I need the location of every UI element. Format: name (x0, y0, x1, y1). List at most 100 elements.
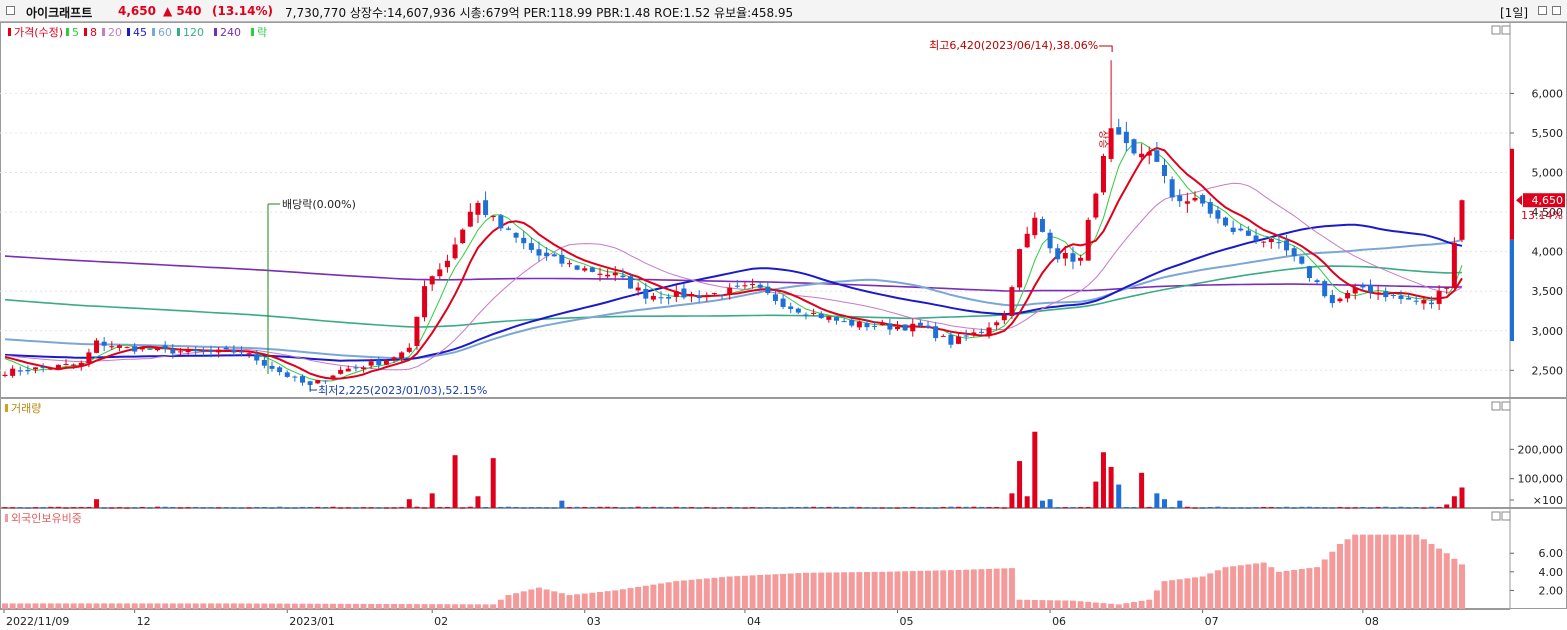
volume-bar (238, 507, 244, 509)
foreign-bar (581, 593, 588, 609)
foreign-bar (1321, 559, 1328, 609)
volume-bar (1070, 507, 1076, 509)
volume-bar (1085, 507, 1091, 509)
candle-body (1116, 127, 1122, 135)
price-range-down (1510, 239, 1514, 342)
foreign-bar (345, 603, 352, 609)
legend-swatch (127, 28, 130, 36)
candle-body (872, 325, 878, 327)
volume-bar (254, 507, 260, 509)
volume-bar (719, 507, 725, 509)
legend-item: 60 (158, 26, 172, 39)
candle-body (284, 372, 290, 377)
foreign-bar (1054, 600, 1061, 609)
panel-restore-icon[interactable] (1491, 25, 1501, 35)
foreign-bar (543, 589, 550, 609)
panel-close-icon[interactable] (1501, 25, 1511, 35)
volume-bar (1352, 507, 1358, 509)
volume-bar (849, 506, 855, 508)
volume-bar (490, 458, 496, 508)
volume-bar (277, 506, 283, 508)
foreign-bar (398, 604, 405, 609)
candle-body (719, 294, 725, 296)
volume-bar (132, 507, 138, 509)
volume-bar (925, 507, 931, 509)
foreign-bar (642, 585, 649, 609)
panel-restore-icon[interactable] (1491, 401, 1501, 411)
candle-body (475, 202, 481, 215)
foreign-bar (1230, 566, 1237, 609)
candle-body (833, 317, 839, 321)
candle-body (1322, 281, 1328, 297)
candle-body (101, 341, 107, 346)
legend-swatch (5, 514, 8, 522)
candle-body (1383, 291, 1389, 298)
foreign-bar (1077, 601, 1084, 609)
volume-bar (109, 507, 115, 509)
volume-bar (1390, 507, 1396, 509)
foreign-bar (1130, 602, 1137, 609)
candle-body (963, 335, 969, 337)
price-tick-label: 3,000 (1532, 325, 1564, 338)
volume-bar (223, 507, 229, 509)
candle-body (391, 357, 397, 360)
candle-body (589, 267, 595, 272)
panel-close-icon[interactable] (1501, 401, 1511, 411)
foreign-bar (330, 603, 337, 609)
candle-body (986, 327, 992, 335)
foreign-bar (93, 603, 100, 609)
volume-bar (338, 507, 344, 509)
panel-close-icon[interactable] (1501, 511, 1511, 521)
volume-tick-label: 100,000 (1518, 473, 1564, 486)
stock-chart[interactable]: 2,500 3,000 3,500 4,000 4,500 5,000 5,500 6,000… (0, 22, 1567, 630)
foreign-bar (886, 571, 893, 609)
foreign-bar (215, 603, 222, 609)
foreign-bar (1146, 599, 1153, 609)
candle-body (1039, 219, 1045, 232)
foreign-bar (757, 574, 764, 609)
candle-body (1413, 300, 1419, 302)
restore-icon[interactable] (1538, 6, 1547, 15)
candle-body (498, 215, 504, 229)
candle-body (788, 306, 794, 309)
panel-restore-icon[interactable] (1491, 511, 1501, 521)
volume-bar (1337, 506, 1343, 508)
volume-bar (498, 506, 504, 508)
candle-body (406, 347, 412, 352)
foreign-bar (833, 572, 840, 609)
candle-body (300, 376, 306, 383)
foreign-bar (1390, 534, 1397, 609)
candle-body (1375, 292, 1381, 294)
candle-body (1207, 202, 1213, 214)
volume-bar (231, 507, 237, 509)
foreign-bar (932, 570, 939, 609)
foreign-bar (307, 603, 314, 609)
volume-bar (605, 506, 611, 508)
volume-bar (933, 507, 939, 509)
candle-body (361, 367, 367, 370)
foreign-bar (863, 572, 870, 609)
candle-body (483, 200, 489, 215)
stock-stats: 7,730,770 상장수:14,607,936 시총:679억 PER:118… (285, 6, 794, 20)
candle-body (10, 368, 16, 376)
foreign-bar (1222, 567, 1229, 609)
volume-bar (330, 506, 336, 508)
checkbox-icon[interactable] (6, 6, 15, 15)
current-price: 4,650 (118, 4, 156, 18)
foreign-bar (32, 603, 39, 609)
close-icon[interactable] (1552, 6, 1561, 15)
volume-bar (414, 506, 420, 508)
candle-body (1337, 298, 1343, 302)
foreign-bar (452, 604, 459, 609)
foreign-bar (139, 603, 146, 609)
volume-bar (1123, 506, 1129, 508)
candle-body (33, 367, 39, 370)
foreign-bar (1024, 599, 1031, 609)
foreign-bar (1192, 577, 1199, 609)
candle-body (528, 243, 534, 250)
period-selector[interactable]: [1일] (1500, 6, 1529, 20)
foreign-bar (1268, 567, 1275, 609)
foreign-bar (1214, 570, 1221, 609)
volume-bar (406, 499, 412, 508)
volume-bar (1223, 507, 1229, 509)
